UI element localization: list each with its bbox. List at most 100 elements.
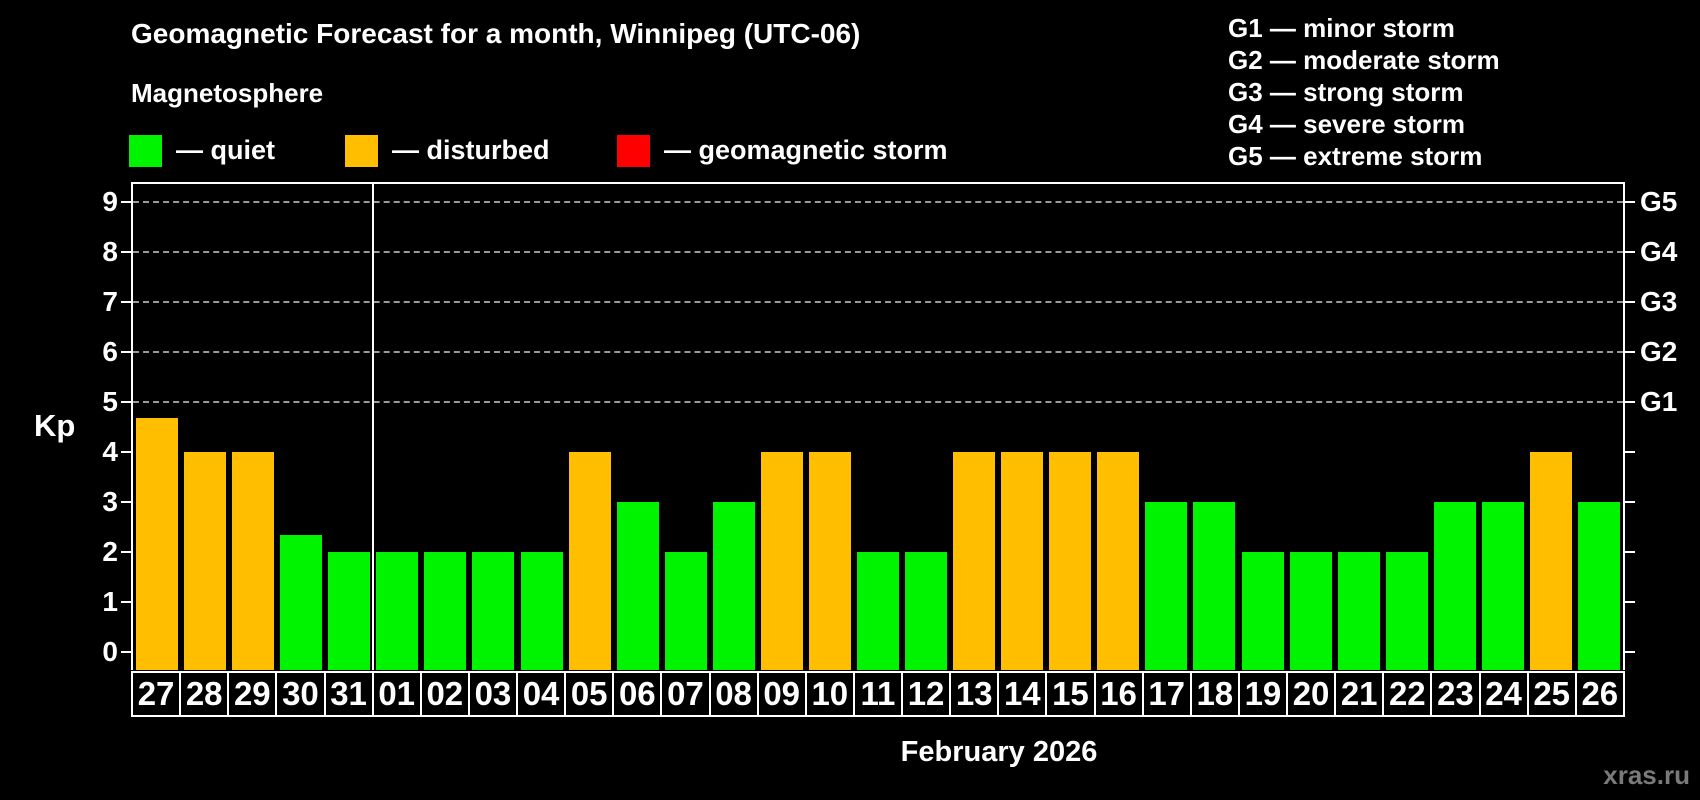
x-axis-day-labels: 27 28 29 30 31 01 02 03 04 05 06 07 08 09 10 11 12 13 14 15… [131,671,1625,717]
x-tick-label-box: 12 [901,671,952,717]
legend-item-label: — quiet [176,135,275,165]
x-tick-label-box: 05 [564,671,615,717]
plot-area [131,182,1625,670]
x-tick-label-box: 02 [419,671,470,717]
x-tick-label-box: 03 [467,671,518,717]
kp-bar-day-22 [1386,552,1428,670]
y-axis-tick-right [1624,251,1635,253]
x-tick-label-box: 15 [1045,671,1096,717]
kp-bar-day-12 [905,552,947,670]
y-axis-label: 4 [102,436,118,467]
x-tick-label-box: 29 [227,671,278,717]
y-axis-label: 6 [102,336,118,367]
kp-bar-day-26 [1578,502,1620,670]
y-axis-tick-left [121,551,132,553]
g-scale-label-g2: G2 [1640,336,1678,367]
kp-bar-day-24 [1482,502,1524,670]
geomagnetic-storm-color-swatch [617,134,650,167]
x-tick-label-box: 27 [131,671,182,717]
y-axis-tick-left [121,251,132,253]
kp-bar-day-05 [569,452,611,670]
x-tick-label-box: 21 [1334,671,1385,717]
g-scale-label-g1: G1 [1640,386,1678,417]
gridline-kp-5 [133,401,1623,403]
x-tick-label-box: 30 [275,671,326,717]
x-tick-label-box: 16 [1093,671,1144,717]
storm-scale-item: G1 — minor storm [1228,13,1455,43]
x-tick-label-box: 07 [660,671,711,717]
y-axis-label: 8 [102,236,118,267]
gridline-kp-8 [133,251,1623,253]
kp-bar-day-29 [232,452,274,670]
x-tick-label-box: 11 [852,671,903,717]
y-axis-label: 3 [102,486,118,517]
y-axis-label: 0 [102,636,118,667]
y-axis-tick-right [1624,601,1635,603]
y-axis-label: 9 [102,186,118,217]
y-axis-tick-right [1624,501,1635,503]
legend-item-label: — geomagnetic storm [664,135,948,165]
storm-scale-item: G2 — moderate storm [1228,45,1500,75]
kp-bar-day-02 [424,552,466,670]
y-axis-tick-right [1624,451,1635,453]
gridline-kp-7 [133,301,1623,303]
y-axis-tick-left [121,401,132,403]
x-tick-label-box: 08 [708,671,759,717]
legend-item-geomagnetic-storm: — geomagnetic storm [617,134,948,167]
kp-bar-day-06 [617,502,659,670]
y-axis-tick-left [121,201,132,203]
legend-item-quiet: — quiet [129,134,275,167]
kp-bar-day-15 [1049,452,1091,670]
x-tick-label-box: 23 [1430,671,1481,717]
kp-bar-day-17 [1145,502,1187,670]
y-axis-tick-left [121,351,132,353]
legend-item-label: — disturbed [392,135,550,165]
y-axis-tick-right [1624,551,1635,553]
y-axis-label: 2 [102,536,118,567]
x-tick-label-box: 22 [1382,671,1433,717]
kp-bar-day-14 [1001,452,1043,670]
x-tick-label-box: 19 [1237,671,1288,717]
storm-scale-item: G5 — extreme storm [1228,141,1483,171]
x-tick-label-box: 26 [1574,671,1625,717]
x-tick-label-box: 31 [323,671,374,717]
y-axis-tick-right [1624,201,1635,203]
y-axis-label: 1 [102,586,118,617]
x-tick-label-box: 17 [1141,671,1192,717]
y-axis-label: 7 [102,286,118,317]
x-tick-label-box: 28 [179,671,230,717]
x-tick-label-box: 06 [612,671,663,717]
quiet-color-swatch [129,134,162,167]
y-axis-tick-left [121,301,132,303]
kp-bar-day-27 [136,418,178,670]
gridline-kp-9 [133,201,1623,203]
g-scale-label-g3: G3 [1640,286,1678,317]
legend-item-disturbed: — disturbed [345,134,550,167]
kp-bar-day-01 [376,552,418,670]
kp-bar-day-03 [472,552,514,670]
kp-bar-day-20 [1290,552,1332,670]
y-axis-label: 5 [102,386,118,417]
kp-bar-day-23 [1434,502,1476,670]
disturbed-color-swatch [345,134,378,167]
site-watermark: xras.ru [1603,760,1690,790]
y-axis-tick-left [121,601,132,603]
kp-bar-day-13 [953,452,995,670]
x-tick-label-box: 18 [1189,671,1240,717]
kp-bar-day-19 [1242,552,1284,670]
g-scale-label-g5: G5 [1640,186,1678,217]
x-axis-title: February 2026 [900,736,1098,768]
kp-bar-day-10 [809,452,851,670]
x-tick-label-box: 01 [371,671,422,717]
kp-bar-day-21 [1338,552,1380,670]
kp-bar-day-30 [280,535,322,670]
storm-scale-item: G3 — strong storm [1228,77,1464,107]
y-axis-tick-right [1624,351,1635,353]
y-axis-tick-left [121,651,132,653]
kp-bar-day-11 [857,552,899,670]
chart-title: Geomagnetic Forecast for a month, Winnip… [131,18,861,49]
x-tick-label-box: 24 [1478,671,1529,717]
x-tick-label-box: 10 [804,671,855,717]
kp-bar-day-18 [1193,502,1235,670]
y-axis-title: Kp [34,408,76,443]
